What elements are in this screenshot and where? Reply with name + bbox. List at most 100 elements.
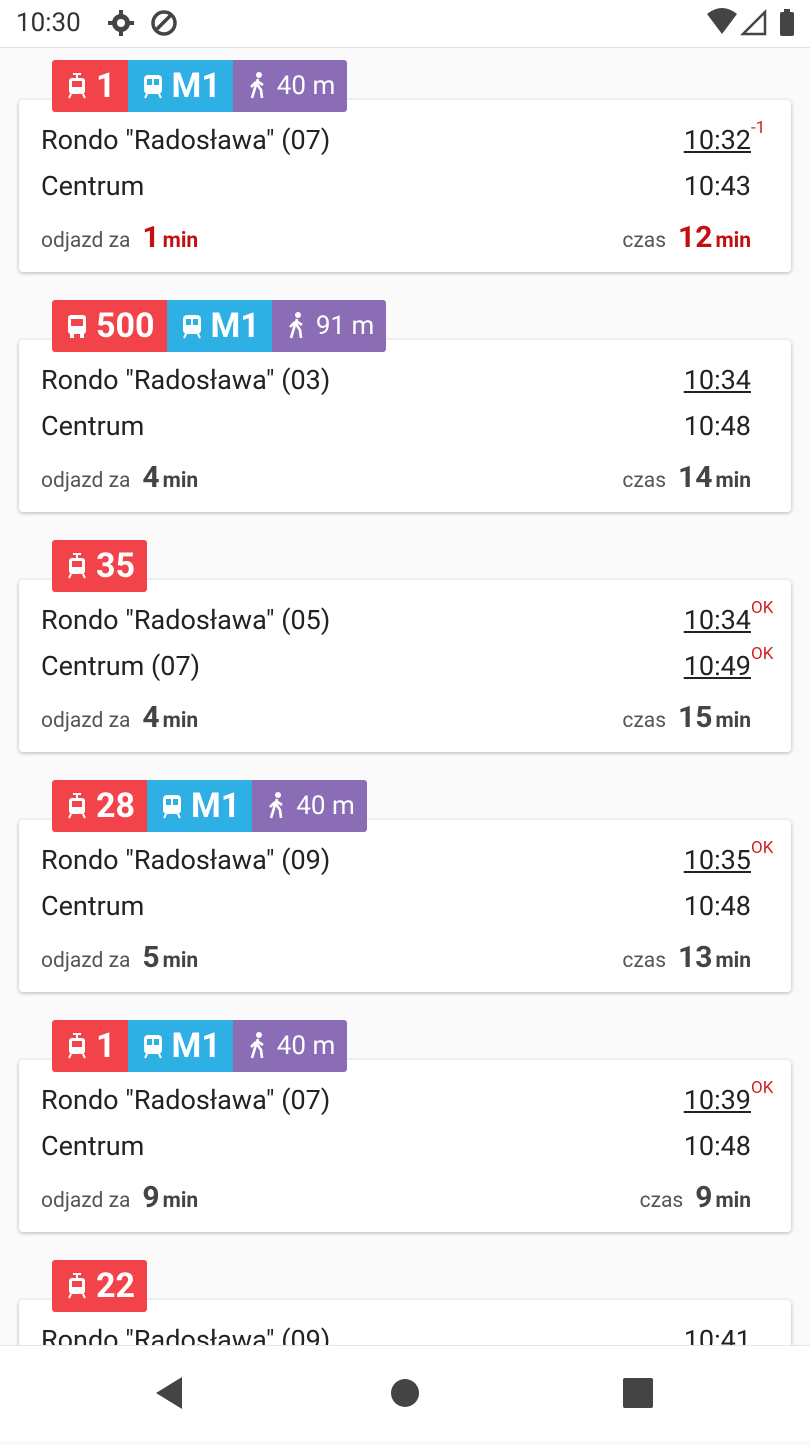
stop-name: Rondo "Radosława" (09) [41,1324,331,1345]
duration-label: czas [622,469,667,493]
route-tags: 22 [52,1260,148,1312]
trip-card[interactable]: Rondo "Radosława" (09) 10:35 OK Centrum 10:4… [19,820,791,992]
stop-name: Centrum [41,170,145,202]
route-label: 35 [96,546,136,586]
stop-name: Centrum [41,1130,145,1162]
trip-card[interactable]: Rondo "Radosława" (07) 10:32 -1 Centrum 10:4… [19,100,791,272]
route-label: M1 [210,306,260,346]
stop-name: Rondo "Radosława" (03) [41,364,331,396]
route-tag: M1 [127,1020,233,1072]
route-label: 500 [96,306,155,346]
summary-row: odjazd za 4 min czas 15 min [41,696,751,736]
stop-name: Centrum [41,410,145,442]
duration-unit: min [715,949,751,973]
clock: 10:30 [16,8,81,38]
stop-name: Rondo "Radosława" (09) [41,844,331,876]
departs-value: 4 [142,460,160,495]
route-tag: 35 [52,540,148,592]
time-value: 10:49 [683,650,751,682]
time-note: OK [751,838,774,858]
metro-icon [143,1035,162,1059]
time-note: OK [751,644,774,664]
stop-row: Centrum 10:43 [41,166,751,206]
departs-label: odjazd za [41,469,131,493]
departs-unit: min [162,709,199,733]
status-bar: 10:30 [0,0,810,48]
back-button[interactable] [156,1377,182,1409]
duration: czas 14 min [622,460,751,495]
route-label: 91 m [315,311,375,341]
navigation-bar [0,1345,810,1441]
duration: czas 15 min [622,700,751,735]
stop-row: Rondo "Radosława" (07) 10:32 -1 [41,118,765,160]
time-value: 10:39 [683,1084,751,1116]
departs-value: 9 [142,1180,160,1215]
recents-button[interactable] [623,1378,653,1408]
route-tags: 1 M1 40 m [52,1020,348,1072]
walk-icon [288,312,303,339]
metro-icon [143,75,162,99]
stop-row: Centrum (07) 10:49 OK [41,644,774,686]
time-value: 10:41 [683,1324,751,1345]
stop-name: Rondo "Radosława" (05) [41,604,331,636]
duration: czas 12 min [622,220,751,255]
walk-icon [249,72,264,99]
route-label: M1 [171,1026,221,1066]
metro-icon [163,795,182,819]
route-tag: 1 [52,60,128,112]
time-value: 10:48 [683,1130,751,1162]
time: 10:34 [684,364,751,396]
status-icons [108,8,794,36]
walk-icon [249,1032,264,1059]
home-button[interactable] [391,1379,419,1407]
time: 10:35 OK [683,838,774,876]
stop-name: Centrum (07) [41,650,201,682]
route-tag: 91 m [271,300,387,352]
time: 10:43 [684,170,751,202]
time-value: 10:35 [683,844,751,876]
duration: czas 13 min [622,940,751,975]
time-value: 10:48 [683,410,751,442]
tram-icon [68,73,86,99]
route-tag: M1 [147,780,253,832]
departs-label: odjazd za [41,1189,131,1213]
departs-in: odjazd za 4 min [41,460,198,495]
departs-value: 4 [142,700,160,735]
summary-row: odjazd za 4 min czas 14 min [41,456,751,496]
trip-card[interactable]: Rondo "Radosława" (05) 10:34 OK Centrum (07… [19,580,791,752]
duration-unit: min [715,229,751,253]
time: 10:48 [684,1130,751,1162]
departs-in: odjazd za 5 min [41,940,198,975]
route-tags: 1 M1 40 m [52,60,348,112]
time: 10:41 [684,1324,751,1345]
duration-value: 12 [678,220,713,255]
route-tag: 40 m [232,60,348,112]
stop-row: Rondo "Radosława" (05) 10:34 OK [41,598,773,640]
tram-icon [68,553,86,579]
stop-row: Rondo "Radosława" (09) 10:41 [41,1320,751,1345]
route-tag: M1 [166,300,272,352]
walk-icon [269,792,284,819]
trip-card[interactable]: Rondo "Radosława" (03) 10:34 Centrum 10:48 o… [19,340,791,512]
duration-unit: min [715,469,751,493]
duration-label: czas [622,709,667,733]
stop-name: Rondo "Radosława" (07) [41,124,331,156]
route-label: 1 [96,1026,116,1066]
route-tag: M1 [127,60,233,112]
route-label: M1 [171,66,221,106]
route-tag: 22 [52,1260,148,1312]
stop-row: Centrum 10:48 [41,886,751,926]
route-tags: 35 [52,540,148,592]
time-value: 10:48 [683,890,751,922]
trip-card[interactable]: Rondo "Radosława" (09) 10:41 [19,1300,791,1345]
duration-label: czas [622,949,667,973]
duration-value: 13 [678,940,713,975]
time-note: OK [751,598,774,618]
time: 10:49 OK [683,644,774,682]
stop-row: Centrum 10:48 [41,406,751,446]
duration: czas 9 min [640,1180,751,1215]
duration-label: czas [622,229,667,253]
trip-card[interactable]: Rondo "Radosława" (07) 10:39 OK Centrum 10:4… [19,1060,791,1232]
departs-unit: min [162,1189,199,1213]
route-label: 1 [96,66,116,106]
